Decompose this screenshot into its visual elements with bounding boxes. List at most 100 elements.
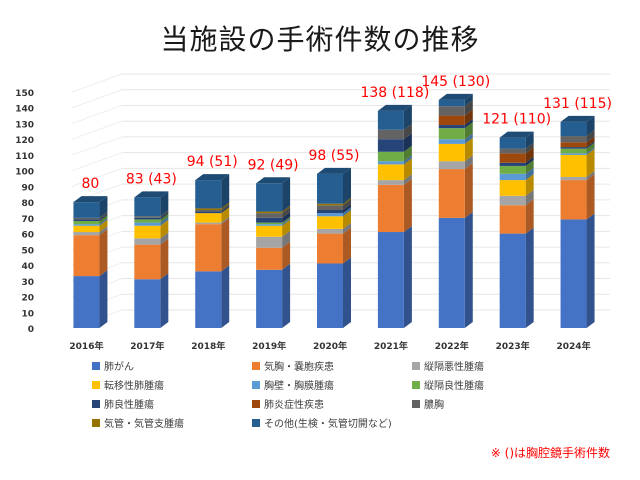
bar-segment (317, 263, 343, 328)
bar-segment-side (586, 130, 595, 143)
bar-segment (317, 213, 343, 217)
footnote: ※ ()は胸腔鏡手術件数 (490, 446, 610, 460)
legend-item: 転移性肺腫瘍 (92, 377, 164, 392)
y-tick-label: 10 (21, 309, 34, 319)
bar-segment (499, 205, 526, 234)
legend-label: 肺良性腫瘍 (104, 400, 154, 411)
bar-segment (560, 180, 587, 220)
total-data-label: 131 (115) (543, 96, 612, 112)
bar-segment (317, 203, 343, 206)
bar-segment (195, 271, 222, 328)
legend-swatch (252, 380, 260, 389)
bar-segment (560, 176, 587, 181)
bar-segment-side (282, 241, 291, 270)
bar-segment (377, 139, 404, 152)
bar-segment-side (525, 159, 534, 174)
bar-segment (317, 233, 343, 264)
gridline-diagonal (71, 89, 123, 109)
legend-label: 胸壁・胸膜腫瘍 (264, 381, 334, 392)
bar-segment (560, 121, 587, 137)
x-tick-label: 2024年 (557, 340, 591, 352)
total-data-label: 145 (130) (421, 74, 490, 90)
bar-segment-side (343, 199, 351, 210)
gridline-diagonal (71, 104, 123, 124)
gridline-diagonal (71, 136, 123, 156)
bar-segment (195, 224, 222, 272)
bar-segment (560, 142, 587, 148)
legend-swatch (92, 380, 100, 389)
bar-segment-side (160, 213, 169, 223)
bar-segment-side (282, 230, 291, 248)
bar-segment-side (586, 141, 595, 149)
bar-segment-side (99, 196, 108, 218)
gridline-diagonal (71, 120, 123, 140)
bar-segment (134, 225, 161, 239)
y-tick-label: 80 (21, 199, 34, 209)
bar-segment-side (464, 100, 473, 116)
bar-segment (560, 148, 587, 154)
legend-label: 気管・気管支腫瘍 (104, 419, 184, 430)
total-data-label: 94 (51) (187, 154, 238, 170)
bar-segment (73, 225, 100, 233)
bar-segment (377, 151, 404, 162)
bar-segment-side (221, 202, 230, 210)
bar-segment (560, 219, 587, 328)
bar-segment (195, 180, 222, 209)
bar-segment-side (403, 123, 412, 140)
bar-segment (73, 219, 100, 222)
bar-segment (134, 279, 161, 328)
bar-segment-side (221, 216, 230, 225)
bar-segment (73, 202, 100, 218)
bar-top (73, 196, 108, 203)
bar-segment-side (464, 211, 473, 328)
bar-segment-side (221, 207, 230, 223)
bar-segment (256, 211, 283, 214)
bar-segment-side (160, 232, 169, 245)
bar-segment-side (343, 167, 351, 204)
bar-segment (560, 153, 587, 155)
bar-segment (134, 222, 161, 226)
bar-segment-side (525, 227, 534, 328)
bar-segment (560, 154, 587, 177)
total-data-label: 138 (118) (360, 85, 429, 101)
bar-segment (438, 161, 465, 170)
bar-segment-side (586, 174, 595, 220)
x-tick-label: 2023年 (496, 340, 530, 352)
bar-segment (73, 217, 100, 220)
bar-top (499, 131, 534, 138)
bar-segment (134, 219, 161, 223)
bar-segment-side (403, 174, 412, 185)
bar-segment (499, 137, 526, 149)
bar-segment-side (343, 257, 351, 328)
bar-segment (134, 197, 161, 217)
bar-segment-side (403, 158, 412, 181)
bar-segment-side (464, 155, 473, 170)
bar-segment (499, 233, 526, 328)
bar-segment-side (403, 145, 412, 162)
bar-segment-side (343, 207, 351, 217)
legend-swatch (252, 418, 260, 427)
legend-swatch (92, 399, 100, 408)
bar-segment-side (464, 163, 473, 218)
bar-segment-side (586, 213, 595, 328)
bar-segment (377, 161, 404, 165)
y-tick-label: 100 (15, 168, 34, 178)
bar-segment (438, 106, 465, 116)
bar-segment-side (221, 174, 230, 209)
bar-segment-side (525, 174, 534, 196)
bar-segment-side (282, 216, 291, 225)
bar-segment (256, 213, 283, 218)
bar-segment-side (282, 218, 291, 226)
bar-segment-side (525, 167, 534, 181)
bar-segment-side (525, 142, 534, 154)
legend-item: その他(生検・気管切開など) (252, 415, 392, 430)
bar-segment (438, 169, 465, 218)
bar-segment-side (464, 119, 473, 129)
bar-segment (499, 162, 526, 166)
bar-segment (195, 208, 222, 210)
legend-swatch (412, 361, 420, 370)
legend-swatch (412, 399, 420, 408)
bar-segment (256, 222, 283, 225)
total-data-label: 92 (49) (248, 157, 299, 173)
total-data-label: 80 (82, 176, 100, 192)
